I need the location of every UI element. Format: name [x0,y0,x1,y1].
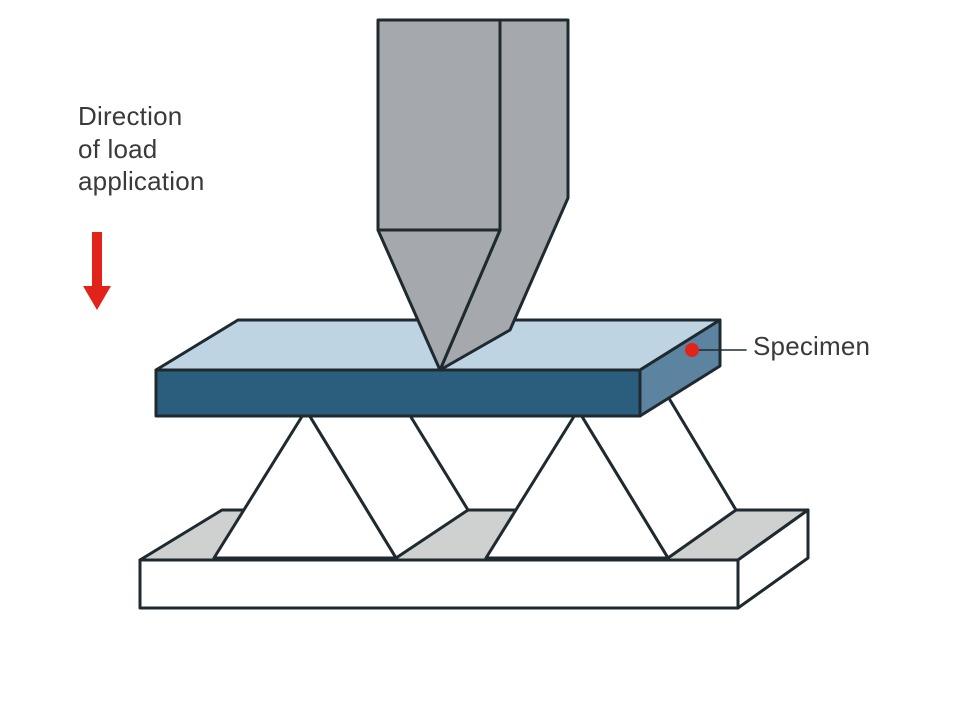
label-load-line1: Direction [78,101,182,131]
specimen-front [156,370,640,416]
label-specimen: Specimen [753,330,870,363]
label-specimen-text: Specimen [753,331,870,361]
label-load-line2: of load [78,134,157,164]
label-load-direction: Direction of load application [78,100,205,198]
specimen-callout-dot [685,343,699,357]
base-front [140,560,738,608]
load-arrow-icon [83,232,111,310]
label-load-line3: application [78,166,205,196]
diagram-stage: Direction of load application Specimen [0,0,960,705]
